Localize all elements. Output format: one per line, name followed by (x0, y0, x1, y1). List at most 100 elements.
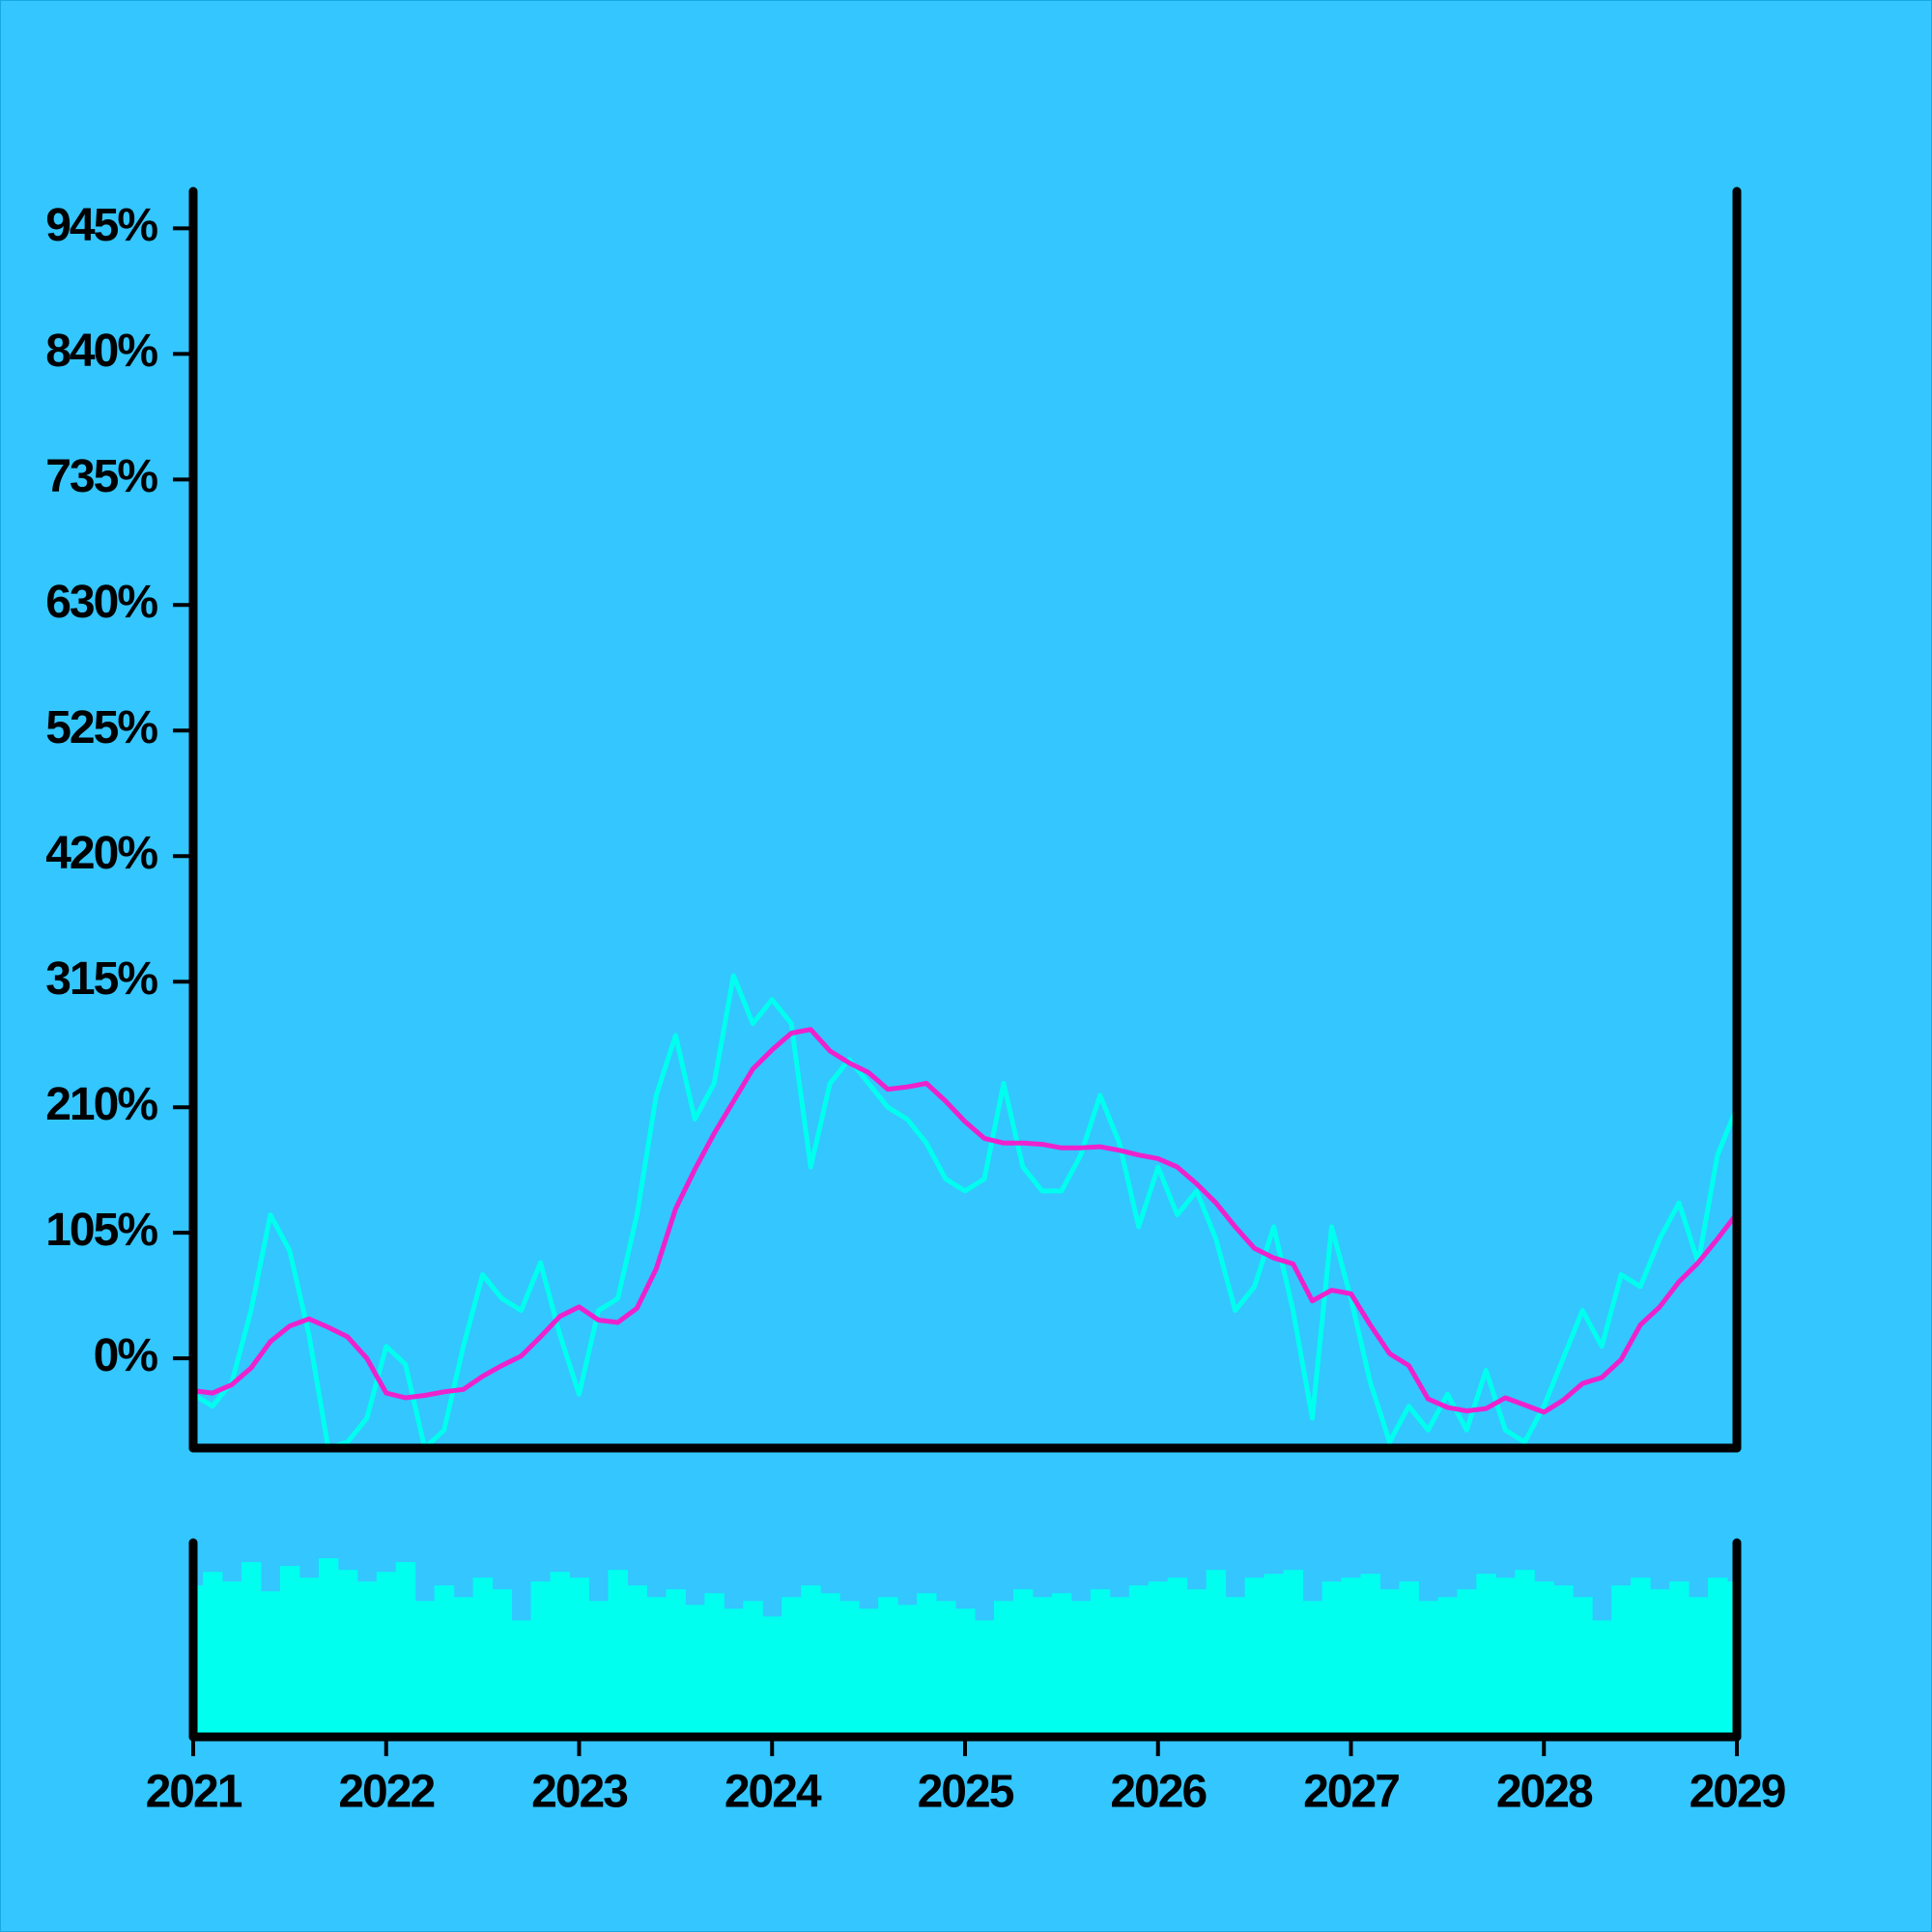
volume-bar (241, 1562, 262, 1737)
volume-bar (993, 1601, 1014, 1737)
volume-bar (820, 1593, 840, 1737)
y-tick-label: 735% (45, 451, 157, 502)
volume-bar (1302, 1601, 1323, 1737)
x-tick-label: 2027 (1303, 1767, 1399, 1818)
volume-bar (781, 1597, 802, 1737)
volume-bar (1283, 1570, 1304, 1737)
volume-bar (1573, 1597, 1593, 1737)
volume-bar (260, 1591, 281, 1737)
volume-bar (1109, 1597, 1130, 1737)
volume-bar (1476, 1574, 1496, 1737)
volume-bar (1457, 1589, 1477, 1737)
volume-bar (588, 1601, 609, 1737)
volume-bar (1167, 1577, 1188, 1737)
volume-bar (202, 1572, 223, 1737)
volume-bar (666, 1589, 686, 1737)
volume-bar (627, 1585, 647, 1737)
volume-bar (472, 1577, 494, 1737)
volume-bar (1186, 1589, 1208, 1737)
volume-bar (1399, 1581, 1419, 1737)
volume-bar (569, 1577, 589, 1737)
y-tick-label: 525% (45, 702, 157, 753)
x-tick-label: 2022 (338, 1767, 434, 1818)
x-tick-label: 2021 (146, 1767, 242, 1818)
volume-bar (550, 1572, 571, 1737)
line-series (193, 1027, 1737, 1415)
axes: 0% 105% 210% 315% 420% 525% 630% 735% 840% 945% 20… (45, 186, 1787, 1818)
volume-bar (1515, 1570, 1535, 1737)
y-tick-label: 840% (45, 326, 157, 377)
volume-bar (434, 1585, 455, 1737)
volume-bar (376, 1572, 397, 1737)
volume-bar (395, 1562, 416, 1737)
volume-bar (801, 1585, 821, 1737)
x-tick-label: 2026 (1110, 1767, 1206, 1818)
volume-bar (1650, 1589, 1670, 1737)
volume-bar (318, 1558, 339, 1737)
y-tick-label: 0% (94, 1330, 158, 1381)
volume-bar (1128, 1585, 1150, 1737)
volume-bar (1592, 1620, 1612, 1737)
volume-bar (685, 1605, 705, 1737)
volume-bar (1631, 1577, 1651, 1737)
volume-bar (414, 1601, 436, 1737)
volume-bar (839, 1601, 860, 1737)
volume-bar (1360, 1574, 1380, 1737)
volume-bar (1611, 1585, 1632, 1737)
volume-bar (762, 1616, 782, 1737)
volume-bar (1553, 1585, 1574, 1737)
volume-bar (917, 1593, 937, 1737)
volume-panel (193, 1558, 1738, 1737)
volume-bar (859, 1608, 879, 1737)
volume-bar (646, 1597, 667, 1737)
volume-bar (974, 1620, 995, 1737)
x-tick-label: 2028 (1496, 1767, 1593, 1818)
volume-bar (530, 1581, 552, 1737)
volume-bar (492, 1589, 513, 1737)
volume-bar (279, 1566, 300, 1737)
volume-bar (1012, 1589, 1034, 1737)
x-tick-label: 2024 (724, 1767, 822, 1818)
volume-bar (1341, 1577, 1361, 1737)
volume-bar (511, 1620, 532, 1737)
volume-bar (1321, 1581, 1343, 1737)
volume-bar (955, 1608, 976, 1737)
volume-bar (1206, 1570, 1227, 1737)
volume-bar (1379, 1589, 1400, 1737)
volume-bar (1148, 1581, 1169, 1737)
volume-bar (1689, 1597, 1709, 1737)
volume-bar (1090, 1589, 1111, 1737)
volume-bar (608, 1570, 628, 1737)
volume-bar (453, 1597, 474, 1737)
volume-bar (936, 1601, 956, 1737)
volume-bar (1032, 1597, 1053, 1737)
volume-bar (337, 1570, 358, 1737)
volume-bar (1669, 1581, 1690, 1737)
volume-bar (298, 1577, 320, 1737)
volume-bar (1264, 1574, 1285, 1737)
x-tick-label: 2029 (1690, 1767, 1785, 1818)
volume-bar (1708, 1577, 1728, 1737)
y-tick-label: 630% (45, 577, 157, 628)
volume-bar (1534, 1581, 1554, 1737)
volume-bar (221, 1581, 242, 1737)
volume-bar (1225, 1597, 1246, 1737)
volume-bar (356, 1581, 378, 1737)
volume-bar (878, 1597, 898, 1737)
volume-bar (704, 1593, 724, 1737)
volume-bar (1051, 1593, 1072, 1737)
y-tick-label: 945% (45, 200, 157, 251)
x-tick-label: 2023 (531, 1767, 627, 1818)
volume-bar (193, 1585, 204, 1737)
volume-bar (1070, 1601, 1092, 1737)
volume-bar (1244, 1577, 1265, 1737)
volume-bar (1418, 1601, 1438, 1737)
volume-bar (1495, 1577, 1516, 1737)
plot-area (193, 973, 1737, 1448)
y-tick-label: 420% (45, 828, 157, 879)
y-tick-label: 315% (45, 953, 157, 1005)
volume-bar (743, 1601, 763, 1737)
volume-bar (1437, 1597, 1458, 1737)
x-tick-label: 2025 (918, 1767, 1014, 1818)
